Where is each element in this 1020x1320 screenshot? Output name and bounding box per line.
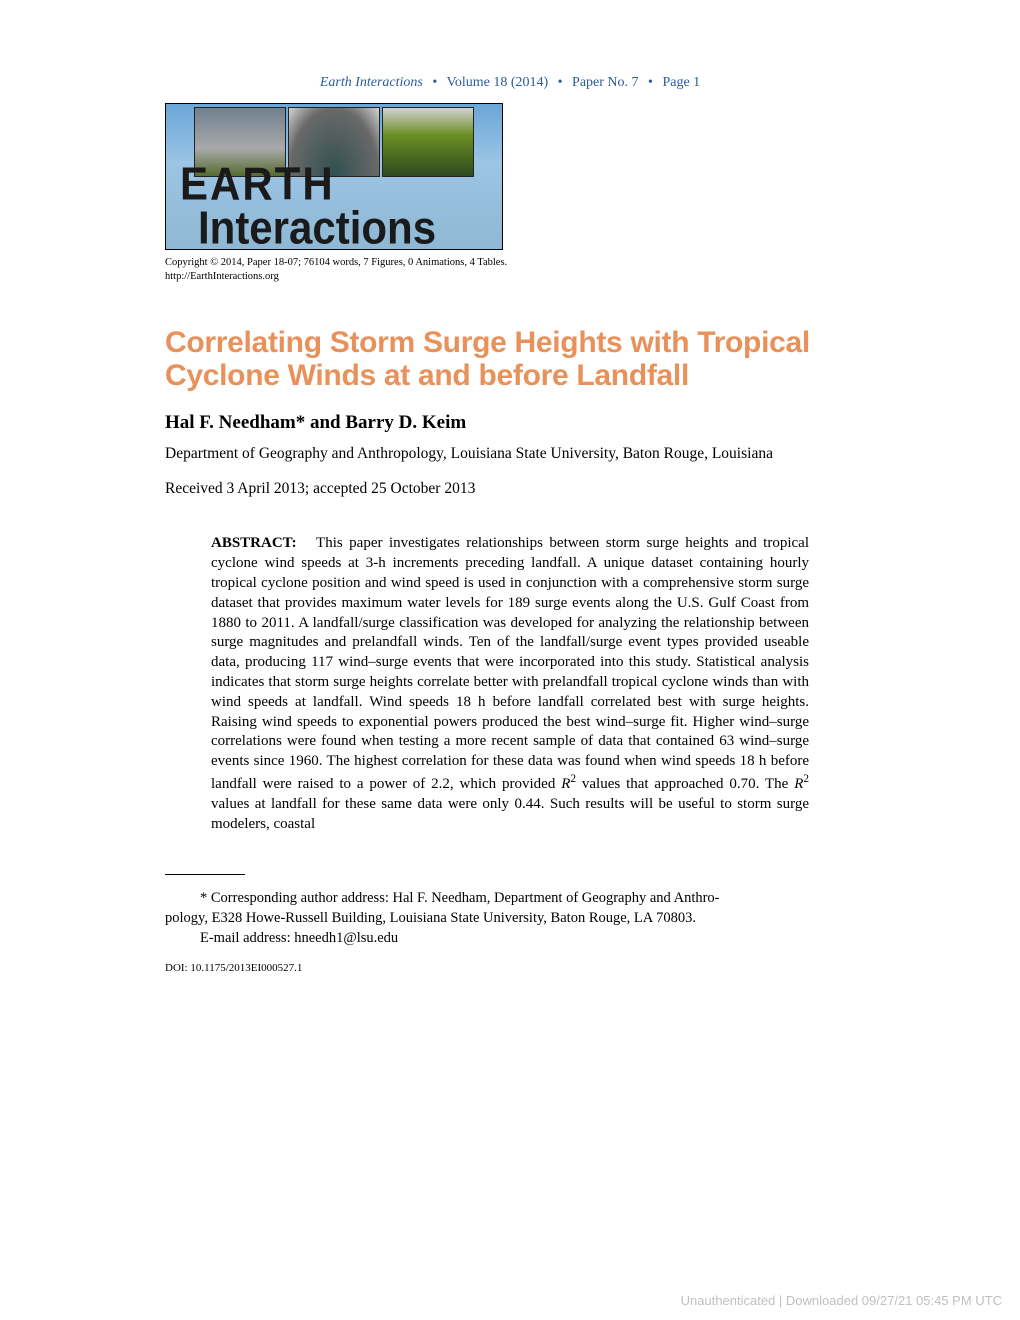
abstract: ABSTRACT: This paper investigates relati… [165,534,855,834]
abstract-body-2: values that approached 0.70. The [576,776,794,792]
doi: DOI: 10.1175/2013EI000527.1 [165,962,855,974]
page-number: Page 1 [662,75,700,90]
logo-text: EARTH Interactions [180,162,436,250]
footnote-line-2: pology, E328 Howe-Russell Building, Loui… [165,909,855,929]
r-squared-symbol: R [794,776,803,792]
running-header: Earth Interactions • Volume 18 (2014) • … [165,75,855,91]
footnote-email: E-mail address: hneedh1@lsu.edu [165,929,855,949]
affiliation: Department of Geography and Anthropology… [165,444,855,464]
journal-logo: EARTH Interactions [165,103,503,250]
abstract-body-3: values at landfall for these same data w… [211,796,809,832]
logo-line-1: EARTH [180,162,436,206]
copyright-line-2: http://EarthInteractions.org [165,270,855,284]
abstract-label: ABSTRACT: [211,535,297,551]
footnote-rule [165,874,245,875]
bullet-sep: • [432,75,437,90]
received-accepted-dates: Received 3 April 2013; accepted 25 Octob… [165,480,855,498]
copyright-line-1: Copyright © 2014, Paper 18-07; 76104 wor… [165,256,855,270]
superscript-2: 2 [803,773,809,785]
r-squared-symbol: R [561,776,570,792]
corresponding-author-footnote: * Corresponding author address: Hal F. N… [165,889,855,948]
bullet-sep: • [648,75,653,90]
paper-number: Paper No. 7 [572,75,639,90]
bullet-sep: • [558,75,563,90]
download-watermark: Unauthenticated | Downloaded 09/27/21 05… [681,1293,1002,1308]
authors: Hal F. Needham* and Barry D. Keim [165,412,855,434]
copyright-text: Copyright © 2014, Paper 18-07; 76104 wor… [165,256,855,284]
footnote-line-1: * Corresponding author address: Hal F. N… [165,889,855,909]
logo-line-2: Interactions [198,206,436,250]
journal-name: Earth Interactions [320,75,423,90]
article-title: Correlating Storm Surge Heights with Tro… [165,326,855,392]
volume-info: Volume 18 (2014) [447,75,549,90]
abstract-body-1: This paper investigates relationships be… [211,535,809,792]
